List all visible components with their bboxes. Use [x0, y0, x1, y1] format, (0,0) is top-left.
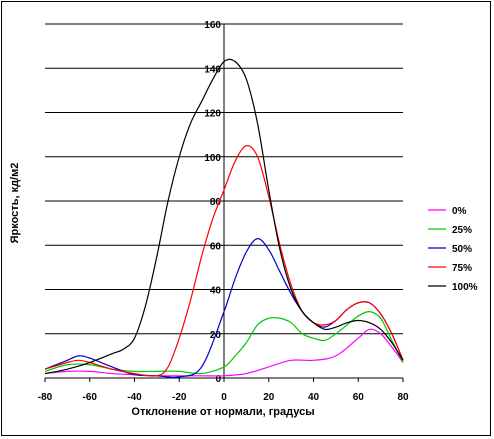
x-tick-label: -20: [172, 392, 187, 403]
x-tick-label: 40: [308, 392, 320, 403]
y-tick-label: 80: [210, 197, 222, 208]
legend-label: 50%: [452, 244, 472, 255]
y-tick-label: 0: [215, 374, 221, 385]
y-tick-label: 140: [204, 64, 221, 75]
x-axis-label: Отклонение от нормали, градусы: [131, 406, 314, 418]
legend-label: 100%: [452, 282, 478, 293]
y-tick-label: 40: [210, 286, 222, 297]
y-tick-label: 60: [210, 241, 222, 252]
legend: 0% 25% 50% 75% 100%: [428, 206, 478, 293]
y-tick-label: 100: [204, 153, 221, 164]
x-tick-label: 80: [397, 392, 409, 403]
axes: [44, 24, 404, 382]
series-line-100pct: [44, 58, 404, 375]
series-line-0pct: [44, 328, 404, 377]
legend-label: 0%: [452, 206, 467, 217]
x-tick-label: -80: [38, 392, 53, 403]
x-tick-label: 0: [221, 392, 227, 403]
x-tick-label: -60: [83, 392, 98, 403]
x-tick-label: 60: [353, 392, 365, 403]
x-tick-labels: -80 -60 -40 -20 0 20 40 60 80: [38, 392, 409, 403]
legend-label: 75%: [452, 263, 472, 274]
y-tick-label: 160: [204, 20, 221, 31]
legend-label: 25%: [452, 225, 472, 236]
y-tick-label: 120: [204, 109, 221, 120]
series-line-75pct: [44, 145, 404, 377]
x-tick-label: 20: [263, 392, 275, 403]
y-axis-label: Яркость, кд/м2: [9, 163, 21, 244]
series-lines: [44, 58, 404, 378]
x-tick-label: -40: [127, 392, 142, 403]
series-line-25pct: [44, 311, 404, 375]
